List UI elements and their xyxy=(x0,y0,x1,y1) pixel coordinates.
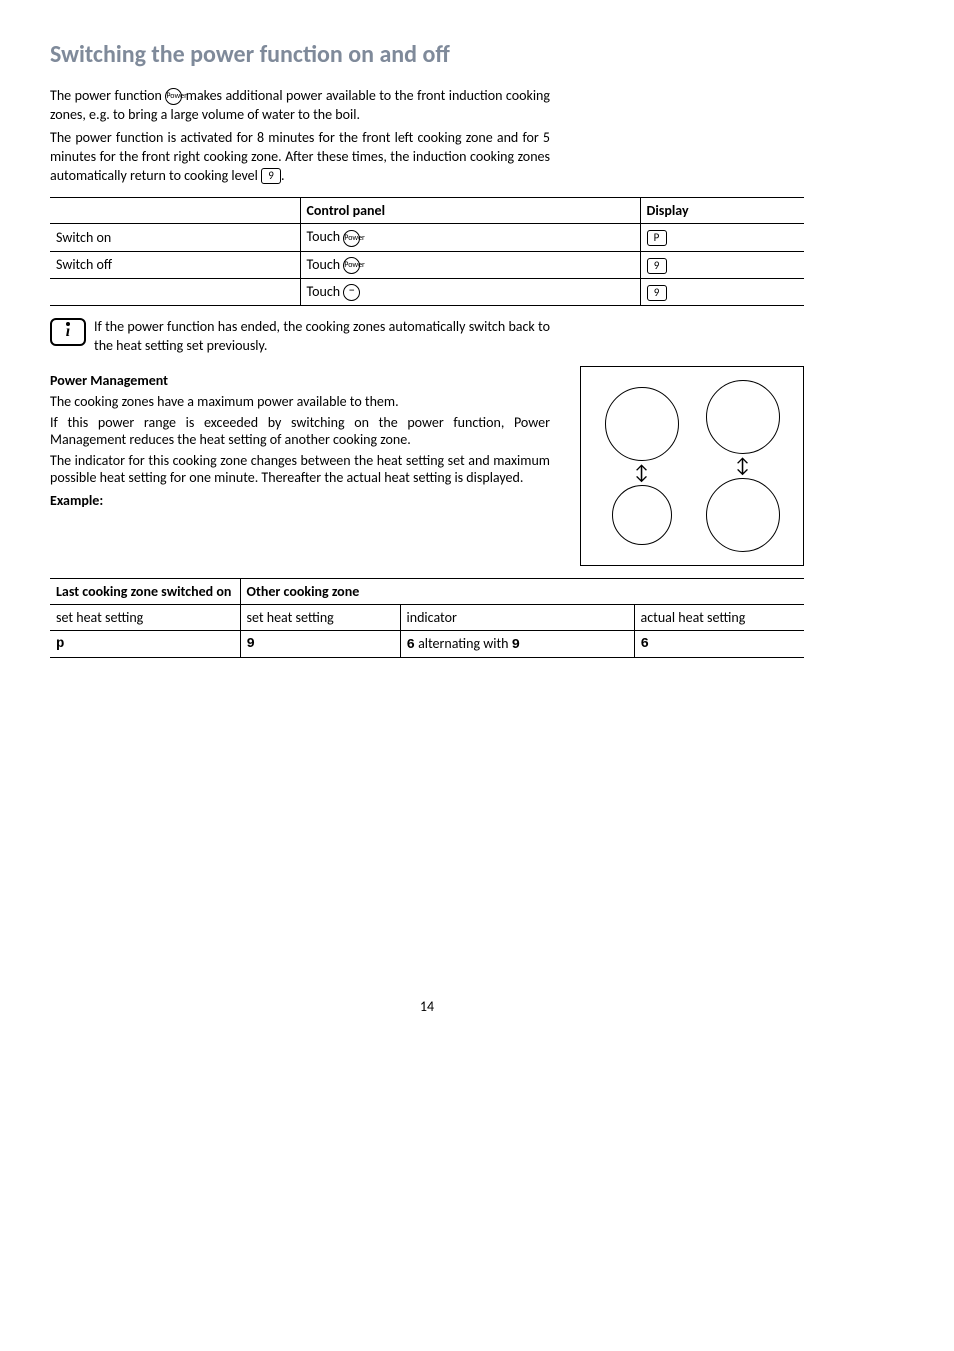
text: Touch xyxy=(307,283,344,300)
seg-6: 6 xyxy=(407,637,415,653)
zone-circle-icon xyxy=(612,485,672,545)
sub-indicator: indicator xyxy=(400,604,634,630)
cell-6: 6 xyxy=(634,630,804,657)
nine-icon: 9 xyxy=(647,258,667,274)
header-empty xyxy=(50,198,300,224)
info-icon: ı xyxy=(50,318,86,346)
row-control: Touch – xyxy=(300,278,640,305)
table-row: Touch – 9 xyxy=(50,278,804,305)
table-row: Switch off Touch Power 9 xyxy=(50,251,804,278)
row-label: Switch on xyxy=(50,224,300,251)
row-control: Touch Power xyxy=(300,251,640,278)
sub-set-heat-2: set heat setting xyxy=(240,604,400,630)
pm-p2: If this power range is exceeded by switc… xyxy=(50,414,550,448)
page-title: Switching the power function on and off xyxy=(50,40,804,69)
intro-p1: The power function Power makes additiona… xyxy=(50,87,550,125)
example-table: Last cooking zone switched on Other cook… xyxy=(50,578,804,658)
sub-set-heat-1: set heat setting xyxy=(50,604,240,630)
nine-icon: 9 xyxy=(647,285,667,301)
power-icon: Power xyxy=(343,230,360,247)
seg-9: 9 xyxy=(512,637,520,653)
cell-9: 9 xyxy=(240,630,400,657)
row-display: P xyxy=(640,224,804,251)
header-control: Control panel xyxy=(300,198,640,224)
sub-actual: actual heat setting xyxy=(634,604,804,630)
cell-indicator: 6 alternating with 9 xyxy=(400,630,634,657)
text: Touch xyxy=(307,256,344,273)
row-display: 9 xyxy=(640,278,804,305)
info-note: ı If the power function has ended, the c… xyxy=(50,318,550,356)
table-row: Switch on Touch Power P xyxy=(50,224,804,251)
table-header-row: Last cooking zone switched on Other cook… xyxy=(50,578,804,604)
updown-arrow-icon: ↕ xyxy=(634,463,650,483)
page-number: 14 xyxy=(50,998,804,1015)
zone-circle-icon xyxy=(706,478,780,552)
table-row: p 9 6 alternating with 9 6 xyxy=(50,630,804,657)
power-icon: Power xyxy=(165,88,182,105)
table-header-row: Control panel Display xyxy=(50,198,804,224)
example-label: Example: xyxy=(50,492,550,509)
pm-p1: The cooking zones have a maximum power a… xyxy=(50,393,550,410)
row-label: Switch off xyxy=(50,251,300,278)
updown-arrow-icon: ↕ xyxy=(735,456,751,476)
zone-group-left: ↕ xyxy=(605,387,679,545)
text: alternating with xyxy=(415,635,512,652)
power-icon: Power xyxy=(343,257,360,274)
control-display-table: Control panel Display Switch on Touch Po… xyxy=(50,197,804,305)
zones-diagram: ↕ ↕ xyxy=(580,366,804,566)
p-icon: P xyxy=(647,230,667,246)
table-subheader-row: set heat setting set heat setting indica… xyxy=(50,604,804,630)
zone-circle-icon xyxy=(605,387,679,461)
header-display: Display xyxy=(640,198,804,224)
text: The power function is activated for 8 mi… xyxy=(50,129,550,184)
header-other-zone: Other cooking zone xyxy=(240,578,804,604)
nine-icon: 9 xyxy=(261,168,281,184)
header-last-zone: Last cooking zone switched on xyxy=(50,578,240,604)
zone-group-right: ↕ xyxy=(706,380,780,552)
text: Touch xyxy=(307,228,344,245)
intro-block: The power function Power makes additiona… xyxy=(50,87,550,185)
cell-p: p xyxy=(50,630,240,657)
row-label xyxy=(50,278,300,305)
pm-heading: Power Management xyxy=(50,372,550,389)
minus-icon: – xyxy=(343,284,360,301)
row-display: 9 xyxy=(640,251,804,278)
power-management-block: Power Management The cooking zones have … xyxy=(50,366,550,513)
info-text: If the power function has ended, the coo… xyxy=(94,318,550,356)
row-control: Touch Power xyxy=(300,224,640,251)
text: . xyxy=(281,167,285,184)
intro-p2: The power function is activated for 8 mi… xyxy=(50,129,550,186)
pm-p3: The indicator for this cooking zone chan… xyxy=(50,452,550,486)
text: The power function xyxy=(50,87,165,104)
zone-circle-icon xyxy=(706,380,780,454)
